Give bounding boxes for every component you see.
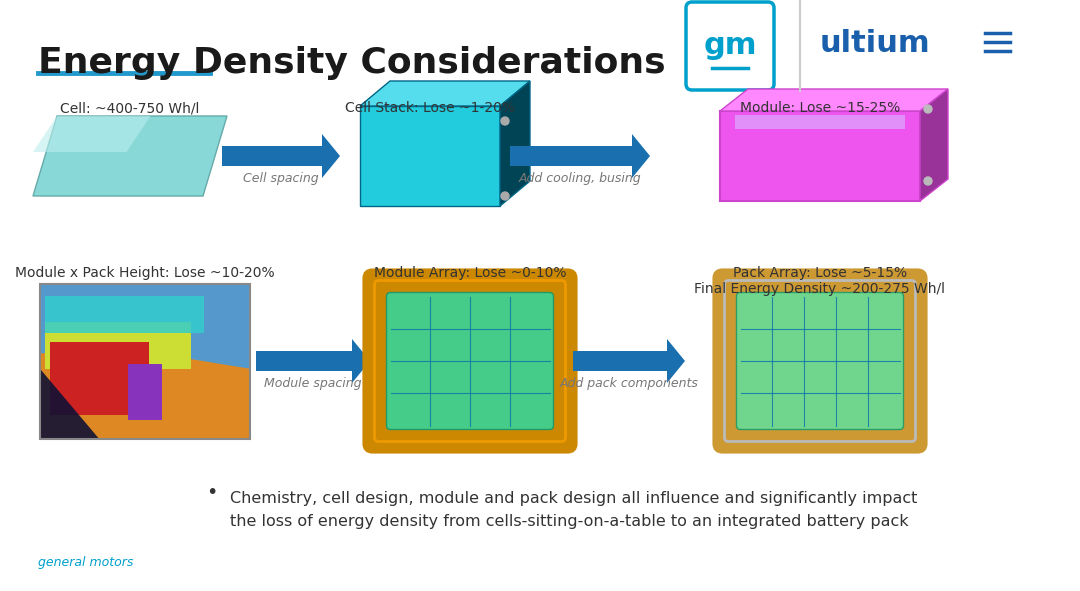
Polygon shape bbox=[40, 353, 249, 439]
FancyBboxPatch shape bbox=[365, 271, 576, 452]
Text: Module: Lose ~15-25%: Module: Lose ~15-25% bbox=[740, 101, 900, 115]
Polygon shape bbox=[40, 369, 98, 439]
Text: gm: gm bbox=[703, 31, 757, 60]
Text: Add cooling, busing: Add cooling, busing bbox=[518, 172, 642, 185]
Polygon shape bbox=[720, 89, 948, 111]
Circle shape bbox=[924, 177, 932, 185]
Bar bbox=[40, 284, 249, 439]
Bar bbox=[735, 115, 905, 129]
Text: Cell Stack: Lose ~1-20%: Cell Stack: Lose ~1-20% bbox=[345, 101, 515, 115]
Polygon shape bbox=[500, 81, 530, 206]
Circle shape bbox=[501, 192, 509, 200]
Bar bbox=[720, 111, 920, 201]
Text: Chemistry, cell design, module and pack design all influence and significantly i: Chemistry, cell design, module and pack … bbox=[230, 491, 917, 530]
Polygon shape bbox=[45, 296, 204, 333]
Polygon shape bbox=[360, 81, 530, 106]
Bar bbox=[40, 284, 249, 439]
Text: Module x Pack Height: Lose ~10-20%: Module x Pack Height: Lose ~10-20% bbox=[15, 266, 274, 280]
FancyBboxPatch shape bbox=[387, 293, 554, 430]
Bar bbox=[222, 146, 322, 166]
Polygon shape bbox=[50, 342, 149, 415]
Bar bbox=[573, 351, 667, 371]
FancyBboxPatch shape bbox=[686, 2, 774, 90]
Polygon shape bbox=[632, 134, 650, 178]
Polygon shape bbox=[45, 322, 191, 369]
Circle shape bbox=[924, 105, 932, 113]
Text: Pack Array: Lose ~5-15%: Pack Array: Lose ~5-15% bbox=[733, 266, 907, 280]
Circle shape bbox=[501, 117, 509, 125]
Polygon shape bbox=[322, 134, 340, 178]
Text: Cell spacing: Cell spacing bbox=[243, 172, 319, 185]
Text: Energy Density Considerations: Energy Density Considerations bbox=[38, 46, 665, 80]
Bar bbox=[510, 146, 632, 166]
Text: Final Energy Density ~200-275 Wh/l: Final Energy Density ~200-275 Wh/l bbox=[694, 282, 945, 296]
Text: Add pack components: Add pack components bbox=[559, 377, 699, 390]
FancyBboxPatch shape bbox=[715, 271, 926, 452]
Text: •: • bbox=[206, 483, 218, 502]
Bar bbox=[360, 106, 500, 206]
Polygon shape bbox=[33, 116, 150, 152]
Polygon shape bbox=[920, 89, 948, 201]
Text: Module Array: Lose ~0-10%: Module Array: Lose ~0-10% bbox=[374, 266, 566, 280]
Polygon shape bbox=[129, 364, 162, 420]
Polygon shape bbox=[667, 339, 685, 383]
Polygon shape bbox=[33, 116, 227, 196]
FancyBboxPatch shape bbox=[737, 293, 904, 430]
Text: Module spacing: Module spacing bbox=[265, 377, 362, 390]
Text: ultium: ultium bbox=[820, 28, 931, 57]
Bar bbox=[256, 351, 352, 371]
Polygon shape bbox=[352, 339, 370, 383]
Text: Cell: ~400-750 Wh/l: Cell: ~400-750 Wh/l bbox=[60, 101, 200, 115]
Text: general motors: general motors bbox=[38, 556, 133, 569]
